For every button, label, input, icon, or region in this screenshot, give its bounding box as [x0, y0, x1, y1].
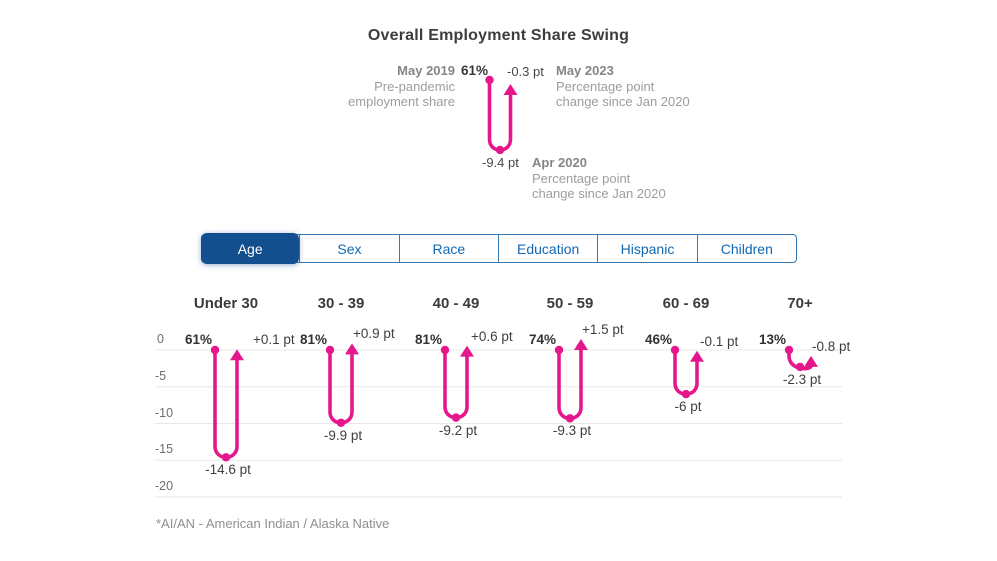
end-change-label: +0.6 pt [471, 328, 513, 344]
end-change-label: +1.5 pt [582, 321, 624, 337]
swing-3 [554, 338, 588, 423]
y-axis-tick: -15 [155, 442, 174, 457]
category-header: 40 - 49 [432, 295, 480, 312]
arrowhead-up-icon [574, 338, 588, 350]
end-change-label: +0.9 pt [353, 326, 395, 342]
tab-children[interactable]: Children [696, 235, 796, 262]
start-dot [784, 345, 794, 355]
footnote: *AI/AN - American Indian / Alaska Native [156, 516, 390, 531]
trough-change-label: -9.3 pt [552, 423, 592, 439]
legend-end-desc2: change since Jan 2020 [556, 94, 690, 109]
trough-dot [565, 414, 575, 423]
arrowhead-up-icon [804, 355, 818, 367]
start-dot [210, 345, 220, 355]
trough-dot [221, 453, 231, 462]
share-value: 81% [414, 332, 442, 347]
swing-2 [440, 345, 474, 422]
legend-end-value: -0.3 pt [507, 64, 544, 79]
legend-trough-date: Apr 2020 [532, 155, 587, 170]
trough-change-label: -14.6 pt [205, 462, 251, 478]
trough-dot [495, 145, 505, 155]
y-axis-tick: -5 [155, 368, 167, 383]
y-axis-tick: -10 [155, 405, 174, 420]
arrowhead-up-icon [460, 345, 474, 357]
legend-start-date: May 2019 [397, 63, 455, 78]
legend-end-block: May 2023 Percentage point change since J… [556, 63, 716, 110]
category-header: 70+ [787, 295, 813, 312]
legend-trough-desc2: change since Jan 2020 [532, 186, 666, 201]
legend-start-desc2: employment share [348, 94, 455, 109]
category-header: 60 - 69 [662, 295, 710, 312]
start-dot [325, 345, 335, 355]
swing-4 [670, 345, 704, 399]
arrowhead-up-icon [230, 349, 244, 361]
trough-change-label: -9.2 pt [438, 422, 478, 438]
trough-change-label: -2.3 pt [782, 371, 822, 387]
trough-dot [451, 413, 461, 422]
legend-start-desc1: Pre-pandemic [374, 78, 455, 94]
legend-end-desc1: Percentage point [556, 78, 655, 94]
tab-hispanic[interactable]: Hispanic [597, 235, 696, 262]
end-change-label: -0.8 pt [812, 338, 851, 354]
share-value: 74% [528, 332, 556, 347]
legend-start-block: May 2019 Pre-pandemic employment share [300, 63, 455, 110]
tab-education[interactable]: Education [497, 235, 597, 262]
category-header: Under 30 [193, 295, 259, 312]
arrowhead-up-icon [690, 350, 704, 362]
category-header: 50 - 59 [546, 295, 594, 312]
start-dot [554, 345, 564, 355]
y-axis-tick: -20 [155, 479, 174, 493]
legend-share-value: 61% [461, 63, 489, 78]
trough-change-label: -6 pt [674, 399, 702, 415]
swing-1 [325, 343, 359, 427]
tab-sex[interactable]: Sex [299, 235, 398, 262]
arrowhead-up-icon [503, 84, 518, 95]
y-axis-tick: 0 [157, 332, 164, 346]
share-value: 81% [299, 332, 327, 347]
category-header: 30 - 39 [317, 295, 365, 312]
legend-trough-value: -9.4 pt [482, 155, 519, 170]
legend-end-date: May 2023 [556, 63, 614, 78]
legend-trough-desc1: Percentage point [532, 170, 631, 186]
trough-dot [681, 389, 691, 399]
trough-dot [795, 362, 805, 372]
start-dot [440, 345, 450, 355]
page-title: Overall Employment Share Swing [367, 27, 630, 44]
arrowhead-up-icon [345, 343, 359, 355]
tab-bar: Age Sex Race Education Hispanic Children [201, 233, 797, 264]
start-dot [670, 345, 680, 355]
tab-race[interactable]: Race [398, 235, 498, 262]
share-value: 13% [758, 332, 786, 347]
end-change-label: +0.1 pt [253, 332, 295, 348]
tab-age[interactable]: Age [201, 233, 300, 264]
share-value: 61% [184, 332, 212, 347]
legend-trough-block: Apr 2020 Percentage point change since J… [532, 155, 692, 202]
end-change-label: -0.1 pt [700, 333, 739, 349]
trough-change-label: -9.9 pt [323, 427, 363, 443]
legend-swing [485, 75, 518, 155]
share-value: 46% [644, 332, 672, 347]
trough-dot [336, 418, 346, 427]
swing-0 [210, 345, 244, 462]
